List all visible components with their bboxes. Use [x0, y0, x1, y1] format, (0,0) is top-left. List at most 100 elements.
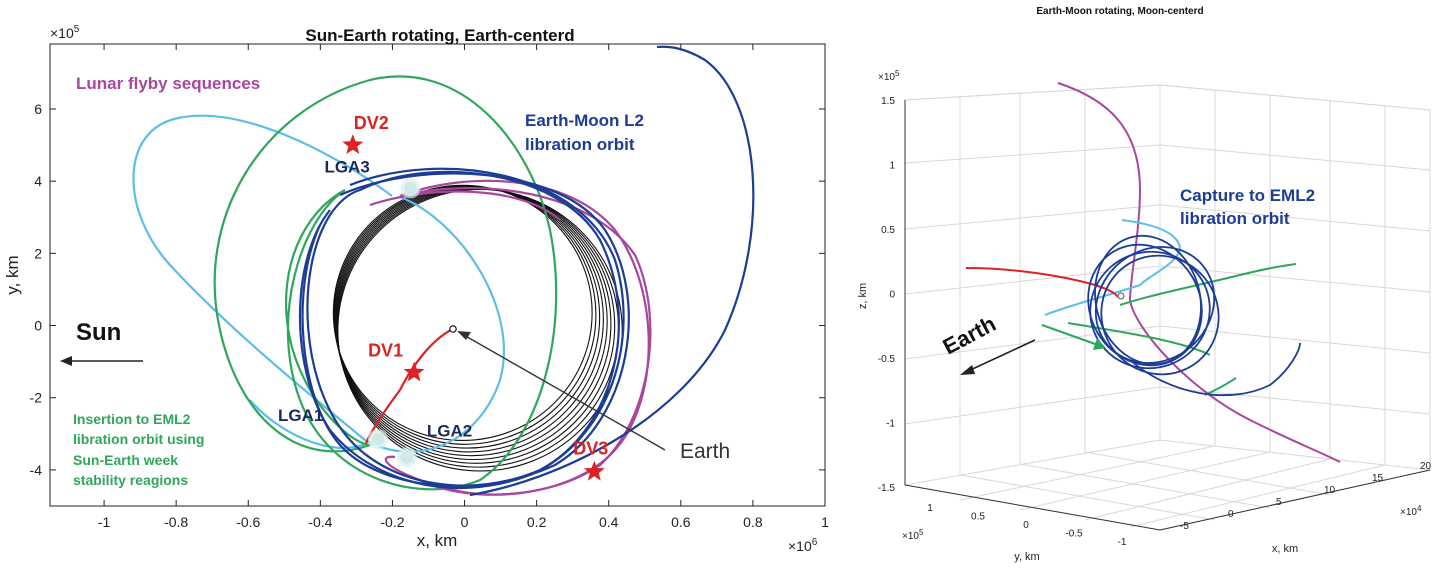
earth-label: Earth [680, 440, 730, 463]
x3d-tick-label: -5 [1180, 521, 1189, 532]
right-chart: Earth-Moon rotating, Moon-centerd [857, 6, 1432, 563]
y3d-tick-label: -0.5 [1065, 529, 1083, 540]
x-tick-label: 0 [461, 514, 469, 530]
right-chart-title: Earth-Moon rotating, Moon-centerd [1036, 6, 1203, 17]
capture-label-line1: Capture to EML2 [1180, 186, 1315, 205]
right-z-axis-label: z, km [857, 283, 869, 309]
right-y-ticks: 1 0.5 0 -0.5 -1 [927, 503, 1127, 548]
insertion-label-line1: Insertion to EML2 [73, 411, 191, 427]
right-y-axis-label: y, km [1014, 551, 1039, 563]
flyby-point [370, 431, 386, 447]
y-tick-label: -4 [30, 462, 43, 478]
maneuver-label: DV1 [368, 340, 403, 360]
y3d-tick-label: 1 [927, 503, 933, 514]
sun-arrow-head [60, 356, 72, 366]
flyby-point-label: LGA1 [278, 406, 323, 425]
z-tick-label: -0.5 [878, 354, 896, 365]
earth-pointer-head [457, 331, 471, 340]
flyby-point [399, 449, 415, 465]
left-y-exponent: ×105 [50, 24, 80, 41]
right-trajectories [965, 82, 1341, 463]
y-tick-label: 2 [34, 245, 42, 261]
earth-direction-arrow-head [960, 365, 975, 375]
left-flyby-points: LGA1 LGA2 LGA3 [278, 157, 472, 468]
eml2-orbit-loop-3 [301, 172, 630, 488]
right-y-exponent: ×105 [902, 528, 924, 542]
earth-pointer-line [461, 333, 666, 451]
left-x-axis-label: x, km [417, 531, 458, 550]
x-tick-label: -0.4 [308, 514, 332, 530]
insertion-label-line4: stability reagions [73, 472, 188, 488]
lightblue-3d-trajectory [1044, 219, 1182, 316]
right-earth-label: Earth [939, 311, 1000, 359]
flyby-point-label: LGA2 [427, 421, 472, 440]
y-tick-label: 0 [34, 318, 42, 334]
eml2-orbit-loop-2 [298, 167, 625, 490]
maneuver-label: DV2 [354, 113, 389, 133]
left-trajectories [132, 45, 755, 497]
insertion-label-line2: libration orbit using [73, 431, 204, 447]
maneuver-star [342, 134, 364, 154]
right-x-exponent: ×104 [1400, 504, 1422, 518]
y3d-tick-label: 0 [1023, 520, 1029, 531]
right-3d-axes [904, 100, 1431, 531]
capture-label-line2: libration orbit [1180, 209, 1290, 228]
x-tick-label: -0.6 [236, 514, 260, 530]
left-y-ticks: -4 -2 0 2 4 6 [30, 101, 825, 478]
left-maneuver-stars: DV1 DV2 DV3 [342, 113, 608, 481]
right-z-ticks: -1.5 -1 -0.5 0 0.5 1 1.5 [878, 96, 896, 494]
x-tick-label: -0.8 [164, 514, 188, 530]
x3d-tick-label: 15 [1372, 473, 1384, 484]
y-tick-label: -2 [30, 390, 43, 406]
maneuver-star [583, 460, 605, 481]
earth-transfer-red [365, 328, 454, 444]
right-x-axis-label: x, km [1272, 543, 1298, 555]
green-direction-arrow-head [1093, 338, 1106, 350]
x-tick-label: 0.8 [743, 514, 763, 530]
z-tick-label: 1 [889, 161, 895, 172]
right-x-ticks: -5 0 5 10 15 20 [1180, 461, 1432, 532]
eml2-escape-arc [469, 45, 755, 497]
lunar-orbit-bundle [332, 184, 623, 472]
sun-label: Sun [76, 319, 121, 346]
light-blue-flyby-trajectory [132, 114, 506, 453]
green-3d-trajectory-2 [1067, 322, 1211, 356]
eml2-3d-loops [1087, 234, 1301, 396]
eml2-label-line2: libration orbit [525, 135, 635, 154]
earth-direction-arrow-line [965, 339, 1036, 373]
left-x-exponent: ×106 [788, 537, 818, 554]
earth-marker [449, 325, 457, 333]
eml2-label-line1: Earth-Moon L2 [525, 111, 644, 130]
y3d-tick-label: -1 [1118, 537, 1127, 548]
x-tick-label: 0.2 [527, 514, 547, 530]
red-3d-trajectory [965, 267, 1119, 298]
z-tick-label: -1.5 [878, 483, 896, 494]
x3d-tick-label: 0 [1228, 509, 1234, 520]
left-plot-frame [49, 43, 826, 507]
green-inner-loop [285, 189, 369, 447]
magenta-flyby-trajectory-3 [369, 190, 561, 221]
z-tick-label: -1 [886, 419, 895, 430]
x-tick-label: -1 [98, 514, 111, 530]
maneuver-label: DV3 [573, 439, 608, 459]
x-tick-label: 0.4 [599, 514, 619, 530]
green-direction-arrow-line [1041, 324, 1099, 346]
insertion-label-line3: Sun-Earth week [73, 452, 178, 468]
x-tick-label: -0.2 [380, 514, 404, 530]
x3d-tick-label: 5 [1276, 497, 1282, 508]
x-tick-label: 0.6 [671, 514, 691, 530]
left-chart-title: Sun-Earth rotating, Earth-centerd [305, 26, 574, 45]
green-insertion-trajectory [213, 75, 558, 491]
magenta-3d-trajectory [1057, 82, 1341, 463]
z-tick-label: 0.5 [881, 225, 895, 236]
left-chart: -1 -0.8 -0.6 -0.4 -0.2 0 0.2 0.4 0.6 0.8 1 -4 -2 0 2 4… [3, 24, 829, 554]
x3d-tick-label: 20 [1420, 461, 1432, 472]
light-blue-flyby-segment [249, 399, 369, 449]
maneuver-star [403, 361, 425, 382]
x3d-tick-label: 10 [1324, 485, 1336, 496]
flyby-point [402, 180, 418, 196]
y-tick-label: 6 [34, 101, 42, 117]
green-3d-segment [1204, 377, 1237, 396]
magenta-flyby-trajectory-2 [404, 187, 652, 496]
